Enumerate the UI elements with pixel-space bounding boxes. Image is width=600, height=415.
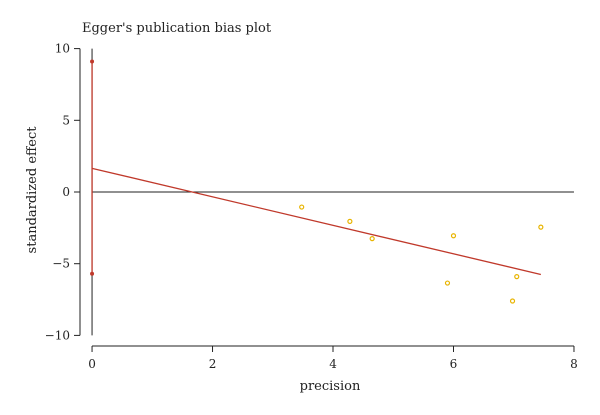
data-point	[444, 280, 451, 286]
data-point	[514, 274, 520, 280]
y-tick-label: −10	[45, 328, 70, 342]
x-axis-label: precision	[300, 379, 361, 394]
ci-lower-marker	[90, 271, 95, 276]
y-axis: 10 5 0 −5 −10	[45, 42, 81, 342]
x-tick-label: 4	[329, 357, 337, 371]
chart-title: Egger's publication bias plot	[82, 21, 272, 36]
data-point	[299, 204, 305, 210]
regression-line	[91, 167, 541, 276]
data-point	[347, 218, 353, 224]
y-tick-label: 10	[55, 42, 70, 56]
data-points	[299, 204, 544, 304]
ci-upper-marker	[90, 59, 95, 64]
data-point	[509, 298, 516, 304]
x-tick-label: 0	[88, 357, 96, 371]
y-tick-label: 5	[62, 113, 70, 127]
x-tick-label: 2	[209, 357, 217, 371]
y-axis-label: standardized effect	[25, 126, 40, 254]
x-tick-label: 8	[570, 357, 578, 371]
x-tick-label: 6	[450, 357, 458, 371]
data-point	[538, 224, 544, 230]
y-tick-label: −5	[52, 257, 70, 271]
y-tick-label: 0	[62, 185, 70, 199]
x-axis: 0 2 4 6 8	[88, 345, 578, 371]
data-point	[369, 236, 375, 242]
data-point	[450, 233, 457, 239]
intercept-confidence-interval	[90, 48, 95, 336]
